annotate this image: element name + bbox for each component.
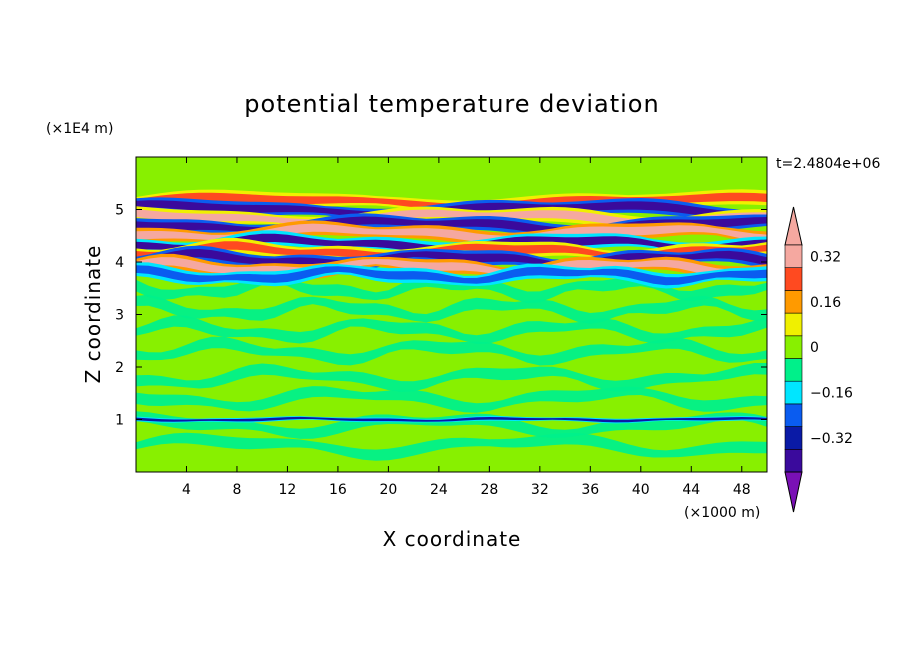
x-tick-label: 12 [279, 482, 297, 498]
y-axis-title: Z coordinate [81, 245, 105, 384]
x-tick-label: 40 [632, 482, 650, 498]
contour-field [136, 189, 767, 461]
colorbar-tick-label: 0.16 [810, 295, 841, 311]
colorbar-swatch [784, 448, 803, 473]
x-unit-label: (×1000 m) [684, 505, 760, 521]
colorbar-swatch [784, 244, 803, 269]
y-tick-label: 2 [115, 360, 124, 376]
colorbar-swatch [784, 335, 803, 359]
colorbar-swatch [784, 290, 803, 314]
contour-band-halo [136, 262, 767, 289]
colorbar-under-arrow [784, 471, 803, 513]
x-tick-label: 16 [329, 482, 347, 498]
y-unit-label: (×1E4 m) [46, 121, 113, 137]
x-tick-label: 8 [232, 482, 241, 498]
contour-band-core [136, 233, 767, 254]
colorbar-swatch [784, 358, 803, 382]
chart-title: potential temperature deviation [244, 90, 659, 118]
contour-band-core [136, 223, 767, 244]
contour-band-core [136, 192, 767, 212]
y-tick-label: 1 [115, 413, 124, 429]
contour-band-near-zero [136, 386, 767, 413]
colorbar-tick-label: −0.32 [810, 431, 853, 447]
y-tick-label: 3 [115, 308, 124, 324]
colorbar-swatch [784, 403, 803, 427]
contour-band-near-zero [136, 315, 767, 344]
colorbar-swatch [784, 312, 803, 337]
x-axis: 4 8 12 16 20 24 28 32 36 40 44 48 [182, 157, 751, 498]
y-axis: 1 2 3 4 5 [115, 203, 767, 429]
x-tick-label: 24 [430, 482, 448, 498]
contour-band-near-zero [136, 294, 767, 324]
x-tick-label: 48 [733, 482, 751, 498]
contour-band-halo [136, 189, 767, 216]
colorbar-swatch [784, 380, 803, 405]
colorbar: 0.32 0.16 0 −0.16 −0.32 [784, 206, 853, 513]
colorbar-tick-label: −0.16 [810, 386, 853, 402]
x-tick-label: 44 [682, 482, 700, 498]
contour-band-near-zero [136, 432, 767, 461]
contour-band-near-zero [136, 363, 767, 392]
x-tick-label: 20 [379, 482, 397, 498]
x-tick-label: 28 [480, 482, 498, 498]
x-tick-label: 4 [182, 482, 191, 498]
plot-area [136, 157, 767, 472]
y-tick-label: 5 [115, 203, 124, 219]
colorbar-over-arrow [784, 206, 803, 246]
colorbar-swatch [784, 426, 803, 450]
contour-band-core [136, 416, 767, 423]
contour-band-near-zero [136, 411, 767, 439]
colorbar-swatch [784, 267, 803, 291]
colorbar-tick-label: 0.32 [810, 249, 841, 265]
x-tick-label: 32 [531, 482, 549, 498]
contour-band-core [136, 265, 767, 286]
time-label: t=2.4804e+06 [776, 156, 880, 172]
x-axis-title: X coordinate [383, 527, 522, 551]
contour-band-near-zero [136, 336, 767, 366]
y-tick-label: 4 [115, 255, 124, 271]
colorbar-tick-label: 0 [810, 340, 819, 356]
x-tick-label: 36 [581, 482, 599, 498]
